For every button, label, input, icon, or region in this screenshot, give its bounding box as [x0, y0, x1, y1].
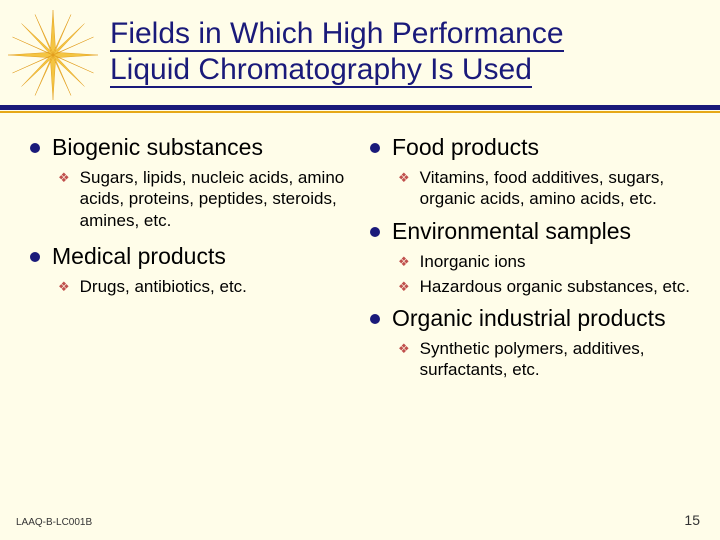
sub-text: Drugs, antibiotics, etc.: [80, 276, 247, 297]
sub-text: Inorganic ions: [420, 251, 526, 272]
list-item: Organic industrial products: [370, 305, 690, 332]
sub-text: Synthetic polymers, additives, surfactan…: [420, 338, 690, 381]
list-item: Environmental samples: [370, 218, 690, 245]
bullet-icon: [30, 143, 40, 153]
heading-text: Environmental samples: [392, 218, 631, 245]
bullet-icon: [30, 252, 40, 262]
sub-text: Vitamins, food additives, sugars, organi…: [420, 167, 690, 210]
starburst-icon: [8, 10, 98, 100]
heading-text: Organic industrial products: [392, 305, 666, 332]
diamond-icon: ❖: [58, 170, 70, 186]
bullet-icon: [370, 227, 380, 237]
bullet-icon: [370, 314, 380, 324]
list-item: Medical products: [30, 243, 350, 270]
list-item: Food products: [370, 134, 690, 161]
sub-item: ❖ Synthetic polymers, additives, surfact…: [398, 338, 690, 381]
page-number: 15: [684, 512, 700, 528]
diamond-icon: ❖: [58, 279, 70, 295]
content-area: Biogenic substances ❖ Sugars, lipids, nu…: [30, 130, 690, 385]
heading-text: Biogenic substances: [52, 134, 263, 161]
sub-item: ❖ Hazardous organic substances, etc.: [398, 276, 690, 297]
title-line-1: Fields in Which High Performance: [110, 17, 564, 52]
list-item: Biogenic substances: [30, 134, 350, 161]
heading-text: Food products: [392, 134, 539, 161]
heading-text: Medical products: [52, 243, 226, 270]
sub-item: ❖ Drugs, antibiotics, etc.: [58, 276, 350, 297]
footer-code: LAAQ-B-LC001B: [16, 517, 92, 528]
sub-text: Sugars, lipids, nucleic acids, amino aci…: [80, 167, 350, 231]
divider: [0, 105, 720, 115]
sub-text: Hazardous organic substances, etc.: [420, 276, 690, 297]
diamond-icon: ❖: [398, 254, 410, 270]
right-column: Food products ❖ Vitamins, food additives…: [370, 130, 690, 385]
title-line-2: Liquid Chromatography Is Used: [110, 53, 532, 88]
left-column: Biogenic substances ❖ Sugars, lipids, nu…: [30, 130, 350, 385]
sub-item: ❖ Vitamins, food additives, sugars, orga…: [398, 167, 690, 210]
diamond-icon: ❖: [398, 170, 410, 186]
diamond-icon: ❖: [398, 341, 410, 357]
sub-item: ❖ Inorganic ions: [398, 251, 690, 272]
slide-title: Fields in Which High Performance Liquid …: [110, 16, 690, 88]
diamond-icon: ❖: [398, 279, 410, 295]
sub-item: ❖ Sugars, lipids, nucleic acids, amino a…: [58, 167, 350, 231]
bullet-icon: [370, 143, 380, 153]
